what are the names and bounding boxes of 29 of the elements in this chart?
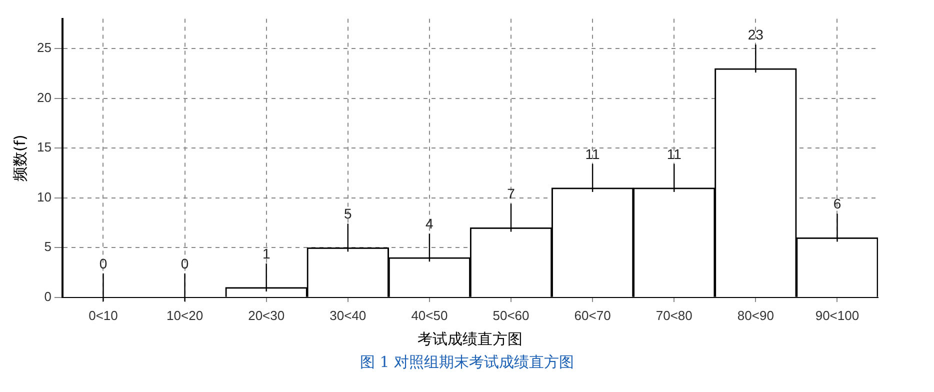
data-label: 1 xyxy=(262,245,270,262)
y-tick-label: 15 xyxy=(36,140,52,155)
x-tick-label: 60<70 xyxy=(574,308,611,323)
data-label: 11 xyxy=(585,146,600,162)
data-label: 5 xyxy=(344,206,352,222)
y-tick-label: 0 xyxy=(44,288,52,304)
x-tick-label: 30<40 xyxy=(330,308,366,323)
y-axis-title: 频数(f) xyxy=(10,134,29,182)
x-tick-label: 80<90 xyxy=(737,308,774,323)
y-tick-label: 25 xyxy=(36,40,52,56)
data-label: 23 xyxy=(748,26,764,42)
y-tick-label: 5 xyxy=(44,239,52,254)
y-tick-label: 20 xyxy=(36,90,52,105)
x-tick-label: 70<80 xyxy=(656,308,692,323)
data-label: 4 xyxy=(426,215,434,232)
x-axis-title: 考试成绩直方图 xyxy=(418,330,523,348)
x-tick-label: 90<100 xyxy=(815,308,860,323)
data-label: 0 xyxy=(99,255,108,272)
data-label: 7 xyxy=(507,186,516,202)
data-label: 6 xyxy=(833,196,842,212)
caption: 图 1 对照组期末考试成绩直方图 xyxy=(358,353,576,372)
x-tick-label: 10<20 xyxy=(166,308,204,323)
x-tick-label: 50<60 xyxy=(492,308,530,323)
x-tick-label: 0<10 xyxy=(88,308,118,323)
data-label: 0 xyxy=(180,255,189,272)
x-tick-label: 20<30 xyxy=(248,308,285,323)
x-tick-label: 40<50 xyxy=(411,308,448,323)
y-tick-label: 10 xyxy=(36,189,52,204)
data-label: 11 xyxy=(666,146,682,162)
